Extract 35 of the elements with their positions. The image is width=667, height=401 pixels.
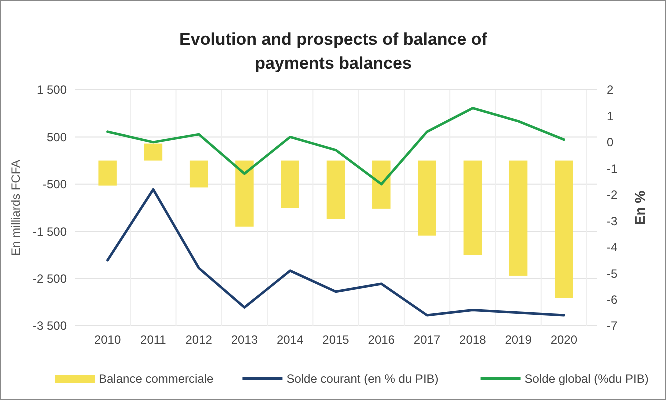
y-tick-label: 1 500	[36, 83, 68, 98]
x-tick-label: 2020	[550, 333, 578, 347]
y2-tick-label: -1	[607, 162, 618, 176]
x-tick-label: 2018	[460, 333, 487, 347]
x-tick-label: 2016	[368, 333, 396, 347]
y2-tick-label: -7	[607, 319, 618, 334]
x-tick-label: 2010	[94, 333, 122, 347]
y-tick-label: 500	[46, 130, 68, 144]
y-tick-label: -2 500	[32, 272, 68, 286]
y2-tick-label: 1	[607, 109, 614, 124]
y2-tick-label: 2	[607, 83, 614, 98]
y2-tick-label: -6	[607, 292, 618, 307]
y-tick-label: -3 500	[32, 319, 68, 334]
x-tick-label: 2012	[186, 333, 213, 347]
x-tick-label: 2014	[277, 333, 304, 347]
y2-tick-label: 0	[607, 136, 614, 150]
y-axis-title: En milliards FCFA	[9, 160, 23, 256]
x-tick-label: 2013	[231, 333, 258, 347]
y2-tick-label: -4	[607, 240, 618, 255]
chart-title: Evolution and prospects of balance of payments balances	[180, 30, 488, 73]
y2-tick-label: -2	[607, 188, 618, 202]
legend-label: Solde courant (en % du PIB)	[286, 372, 439, 386]
line-series	[106, 107, 566, 186]
y2-tick-label: -5	[607, 266, 618, 281]
x-tick-label: 2017	[414, 333, 441, 347]
y2-axis-title: En %	[632, 190, 648, 226]
legend-label: Solde global (%du PIB)	[524, 372, 649, 386]
x-tick-label: 2019	[505, 333, 532, 347]
x-tick-label: 2015	[322, 333, 350, 347]
y-tick-label: -1 500	[32, 224, 68, 239]
y2-tick-label: -3	[607, 214, 618, 228]
x-tick-label: 2011	[140, 333, 167, 347]
legend-label: Balance commerciale	[99, 372, 214, 386]
y-tick-label: -500	[42, 178, 68, 192]
line-series	[106, 188, 566, 317]
